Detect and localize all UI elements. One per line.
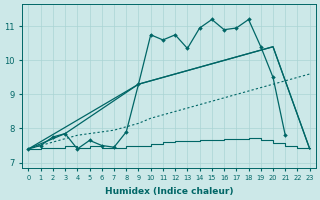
X-axis label: Humidex (Indice chaleur): Humidex (Indice chaleur) [105, 187, 233, 196]
